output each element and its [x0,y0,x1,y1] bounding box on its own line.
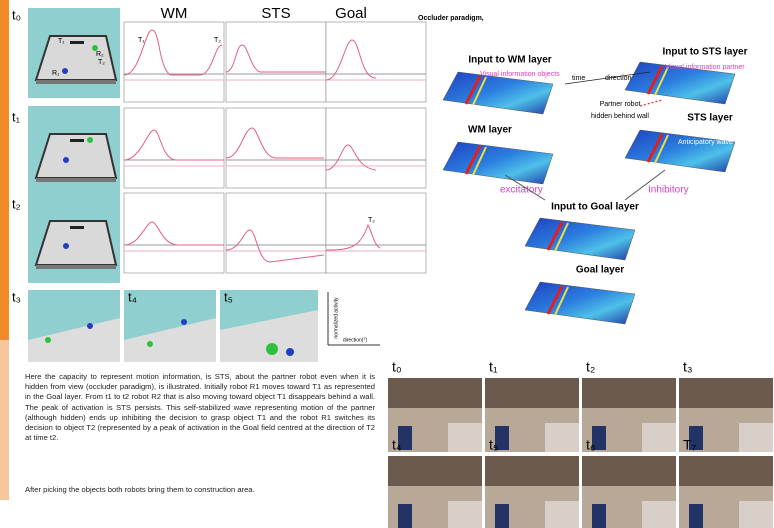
scene-label: R₂ [96,51,104,58]
column-header: STS [261,5,290,22]
plot-label: T₂ [214,37,221,44]
annotation: Anticipatory wave [678,139,733,146]
layer-label: STS layer [687,113,733,124]
photo-grid [388,378,773,528]
photo-label: t₀ [392,359,402,375]
surface [625,130,735,172]
plot-label: T₂ [368,217,375,224]
photo-label: T₇ [683,437,697,453]
layer-label: Input to STS layer [662,47,747,58]
photo-label: t₂ [586,359,595,375]
photo-label: t₃ [683,359,693,375]
photo-label: t₆ [586,437,596,453]
photo-label: t₄ [392,437,402,453]
layer-label: Goal layer [576,265,624,276]
page: T₁ T₂ R₁ R₂ T₁ T₂ T₂ WM STS Goal t₀ t₁ t… [0,0,774,528]
accent-bar [0,0,9,340]
connection-label: excitatory [500,185,543,196]
connection-label: Inhibitory [648,185,689,196]
accent-bar [0,340,9,500]
surface [525,218,635,260]
photo-label: t₅ [489,437,499,453]
column-header: Goal [335,5,367,22]
scene-label: R₁ [52,70,60,77]
annotation: Partner robot [600,101,641,108]
caption: Here the capacity to represent motion in… [25,372,375,443]
scene [28,193,120,283]
row-label: t₀ [12,7,21,22]
figure: T₁ T₂ R₁ R₂ T₁ T₂ T₂ WM STS Goal t₀ t₁ t… [0,0,774,528]
diagram-title: Occluder paradigm, [418,15,484,22]
row-label: t₂ [12,196,21,211]
row-label: t₁ [12,109,21,124]
photo-label: t₁ [489,359,498,375]
surface [525,282,635,324]
annotation: Visual information partner [665,64,745,71]
scene [28,8,120,98]
axis-label: direction(°) [343,337,368,343]
plots [124,22,426,273]
layer-label: Input to Goal layer [551,202,639,213]
caption: After picking the objects both robots br… [25,485,375,495]
annotation: time [572,75,585,82]
row-label: t₅ [224,289,233,304]
surface [443,72,553,114]
surface [443,142,553,184]
annotation: Visual information objects [480,71,560,78]
axis-label: normalized activity [333,297,339,339]
plot-label: T₁ [138,37,145,44]
row-label: t₃ [12,289,21,304]
scene [28,106,120,196]
column-header: WM [161,5,188,22]
annotation: hidden behind wall [591,113,649,120]
annotation: direction [605,75,632,82]
row-label: t₄ [128,289,137,304]
layer-label: Input to WM layer [468,55,551,66]
scene-label: T₁ [58,38,65,45]
scene-label: T₂ [98,59,105,66]
layer-label: WM layer [468,125,512,136]
